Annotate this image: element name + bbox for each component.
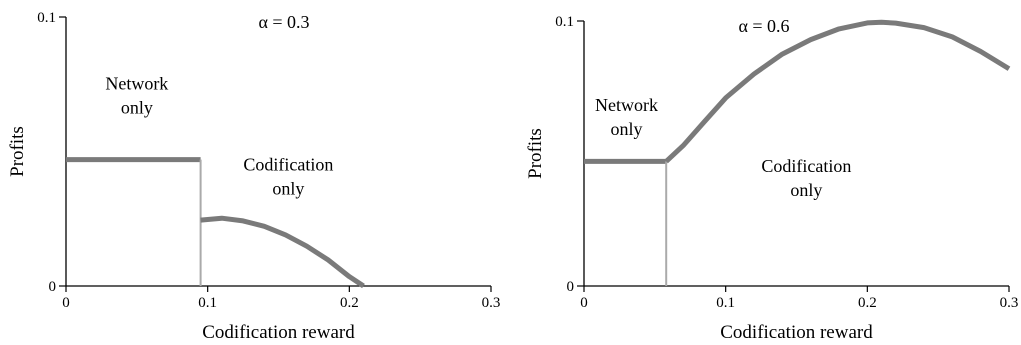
x-axis-label: Codification reward bbox=[202, 322, 355, 343]
chart-panel-alpha-0-3: 0 0.1 0.2 0.3 0 0.1 Network only Codification onl… bbox=[7, 10, 500, 343]
y-axis-label: Profits bbox=[525, 128, 546, 179]
x-tick-label: 0 bbox=[580, 295, 588, 311]
annotation-label: Network bbox=[105, 74, 168, 94]
y-tick-label: 0 bbox=[49, 279, 57, 295]
x-tick-label: 0.2 bbox=[340, 295, 359, 311]
y-tick-label: 0.1 bbox=[555, 14, 574, 30]
chart-title: α = 0.3 bbox=[258, 12, 309, 32]
y-tick-label: 0.1 bbox=[37, 10, 56, 26]
x-tick-label: 0 bbox=[62, 295, 70, 311]
x-axis-label: Codification reward bbox=[720, 322, 873, 343]
annotation-label: only bbox=[610, 119, 642, 139]
annotation-label: Network bbox=[595, 95, 658, 115]
annotation-label: Codification bbox=[243, 154, 333, 174]
x-tick-label: 0.1 bbox=[198, 295, 217, 311]
x-tick-label: 0.3 bbox=[482, 295, 501, 311]
series-line-profit-codification bbox=[200, 215, 365, 289]
chart-title: α = 0.6 bbox=[738, 16, 789, 36]
annotation-label: only bbox=[121, 98, 153, 118]
annotation-label: only bbox=[272, 178, 304, 198]
chart-panel-alpha-0-6: 0 0.1 0.2 0.3 0 0.1 Network only Codification onl… bbox=[525, 14, 1018, 343]
annotation-label: Codification bbox=[761, 156, 851, 176]
y-tick-label: 0 bbox=[567, 279, 575, 295]
x-tick-label: 0.2 bbox=[858, 295, 877, 311]
x-tick-label: 0.1 bbox=[716, 295, 735, 311]
x-tick-label: 0.3 bbox=[1000, 295, 1019, 311]
y-axis-label: Profits bbox=[7, 126, 28, 177]
annotation-label: only bbox=[790, 180, 822, 200]
series-line-profit-codification bbox=[664, 19, 1011, 164]
